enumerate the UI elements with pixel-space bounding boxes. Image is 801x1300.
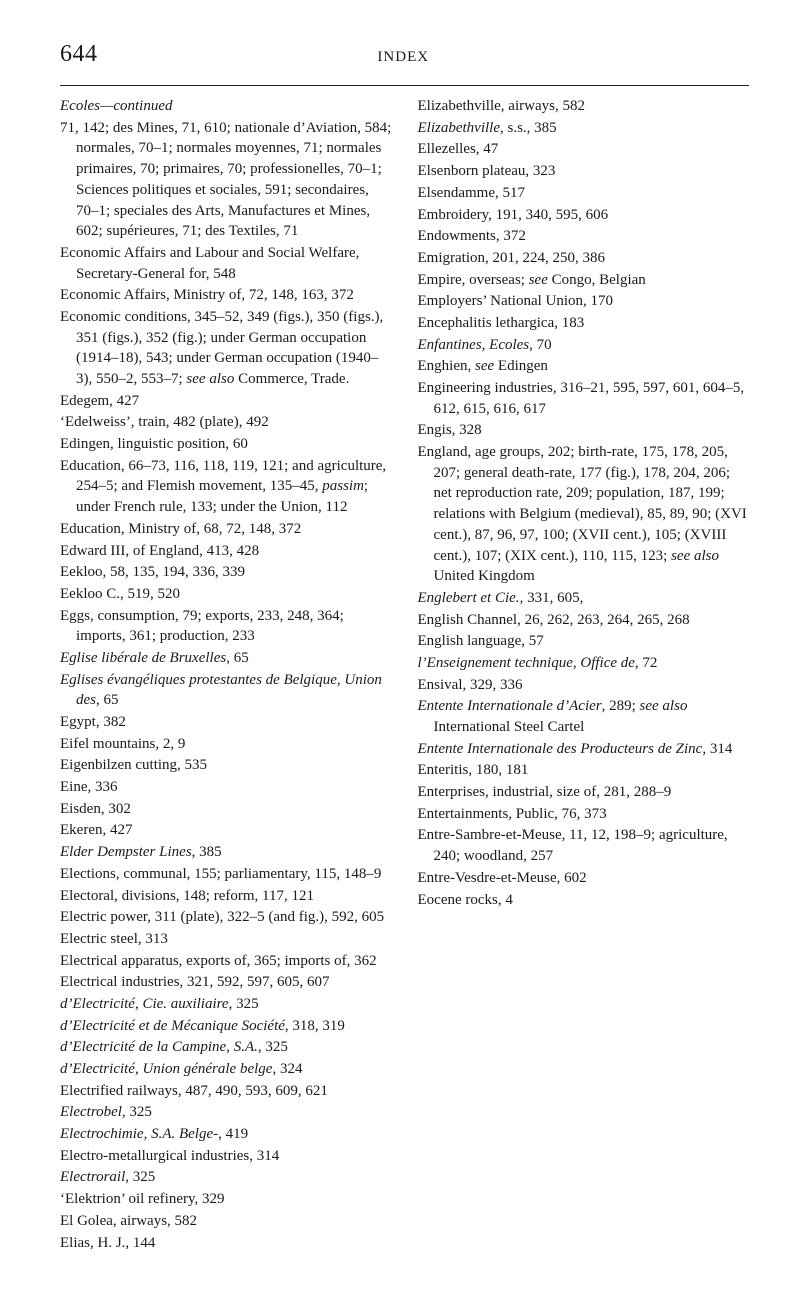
index-entry: Engis, 328 [418, 420, 750, 441]
index-entry: Enteritis, 180, 181 [418, 760, 750, 781]
index-entry: Embroidery, 191, 340, 595, 606 [418, 205, 750, 226]
index-entry: Economic Affairs, Ministry of, 72, 148, … [60, 285, 392, 306]
index-entry: Ecoles—continued [60, 96, 392, 117]
index-entry: d’Electricité et de Mécanique Société, 3… [60, 1016, 392, 1037]
index-entry: Entre-Sambre-et-Meuse, 11, 12, 198–9; ag… [418, 825, 750, 866]
index-entry: d’Electricité, Union générale belge, 324 [60, 1059, 392, 1080]
index-entry: Eisden, 302 [60, 799, 392, 820]
index-entry: Enterprises, industrial, size of, 281, 2… [418, 782, 750, 803]
index-entry: Entente Internationale d’Acier, 289; see… [418, 696, 750, 737]
index-entry: English Channel, 26, 262, 263, 264, 265,… [418, 610, 750, 631]
index-entry: Encephalitis lethargica, 183 [418, 313, 750, 334]
index-entry: Education, Ministry of, 68, 72, 148, 372 [60, 519, 392, 540]
index-entry: Engineering industries, 316–21, 595, 597… [418, 378, 750, 419]
index-entry: Electrobel, 325 [60, 1102, 392, 1123]
index-entry: Edingen, linguistic position, 60 [60, 434, 392, 455]
index-entry: d’Electricité de la Campine, S.A., 325 [60, 1037, 392, 1058]
index-entry: Enghien, see Edingen [418, 356, 750, 377]
index-entry: ‘Edelweiss’, train, 482 (plate), 492 [60, 412, 392, 433]
index-entry: Elias, H. J., 144 [60, 1233, 392, 1254]
index-entry: Entertainments, Public, 76, 373 [418, 804, 750, 825]
index-entry: Electrorail, 325 [60, 1167, 392, 1188]
index-entry: Electric power, 311 (plate), 322–5 (and … [60, 907, 392, 928]
index-entry: Entente Internationale des Producteurs d… [418, 739, 750, 760]
index-entry: Ensival, 329, 336 [418, 675, 750, 696]
index-columns: Ecoles—continued71, 142; des Mines, 71, … [60, 96, 749, 1256]
index-entry: Employers’ National Union, 170 [418, 291, 750, 312]
index-entry: England, age groups, 202; birth-rate, 17… [418, 442, 750, 587]
index-entry: Electrified railways, 487, 490, 593, 609… [60, 1081, 392, 1102]
index-entry: 71, 142; des Mines, 71, 610; nationale d… [60, 118, 392, 242]
page-header: 644 INDEX [60, 38, 749, 71]
index-entry: Entre-Vesdre-et-Meuse, 602 [418, 868, 750, 889]
index-entry: Empire, overseas; see Congo, Belgian [418, 270, 750, 291]
index-entry: Emigration, 201, 224, 250, 386 [418, 248, 750, 269]
index-entry: Eglise libérale de Bruxelles, 65 [60, 648, 392, 669]
index-entry: Edward III, of England, 413, 428 [60, 541, 392, 562]
index-entry: Endowments, 372 [418, 226, 750, 247]
index-entry: Elsenborn plateau, 323 [418, 161, 750, 182]
index-entry: Elsendamme, 517 [418, 183, 750, 204]
index-entry: Egypt, 382 [60, 712, 392, 733]
header-rule [60, 85, 749, 86]
index-entry: Eekloo C., 519, 520 [60, 584, 392, 605]
index-entry: English language, 57 [418, 631, 750, 652]
index-entry: Elections, communal, 155; parliament­ary… [60, 864, 392, 885]
index-entry: Elder Dempster Lines, 385 [60, 842, 392, 863]
index-entry: Eigenbilzen cutting, 535 [60, 755, 392, 776]
index-entry: Electoral, divisions, 148; reform, 117, … [60, 886, 392, 907]
index-entry: Eekloo, 58, 135, 194, 336, 339 [60, 562, 392, 583]
index-entry: Electrical apparatus, exports of, 365; i… [60, 951, 392, 972]
index-entry: Eggs, consumption, 79; exports, 233, 248… [60, 606, 392, 647]
index-entry: Englebert et Cie., 331, 605, [418, 588, 750, 609]
index-entry: El Golea, airways, 582 [60, 1211, 392, 1232]
index-entry: Edegem, 427 [60, 391, 392, 412]
index-entry: Elizabethville, airways, 582 [418, 96, 750, 117]
index-entry: Economic conditions, 345–52, 349 (figs.)… [60, 307, 392, 390]
index-entry: Elizabethville, s.s., 385 [418, 118, 750, 139]
index-entry: Electric steel, 313 [60, 929, 392, 950]
index-entry: Education, 66–73, 116, 118, 119, 121; an… [60, 456, 392, 518]
index-entry: Enfantines, Ecoles, 70 [418, 335, 750, 356]
index-entry: l’Enseignement technique, Office de, 72 [418, 653, 750, 674]
index-entry: Eglises évangéliques protestantes de Bel… [60, 670, 392, 711]
index-entry: Electrical industries, 321, 592, 597, 60… [60, 972, 392, 993]
index-entry: ‘Elektrion’ oil refinery, 329 [60, 1189, 392, 1210]
index-entry: Electrochimie, S.A. Belge-, 419 [60, 1124, 392, 1145]
index-entry: Ekeren, 427 [60, 820, 392, 841]
index-entry: Economic Affairs and Labour and Social W… [60, 243, 392, 284]
index-entry: Eocene rocks, 4 [418, 890, 750, 911]
index-entry: d’Electricité, Cie. auxiliaire, 325 [60, 994, 392, 1015]
index-entry: Electro-metallurgical industries, 314 [60, 1146, 392, 1167]
index-entry: Ellezelles, 47 [418, 139, 750, 160]
index-entry: Eine, 336 [60, 777, 392, 798]
index-entry: Eifel mountains, 2, 9 [60, 734, 392, 755]
index-column-left: Ecoles—continued71, 142; des Mines, 71, … [60, 96, 392, 993]
page-title: INDEX [58, 47, 750, 68]
